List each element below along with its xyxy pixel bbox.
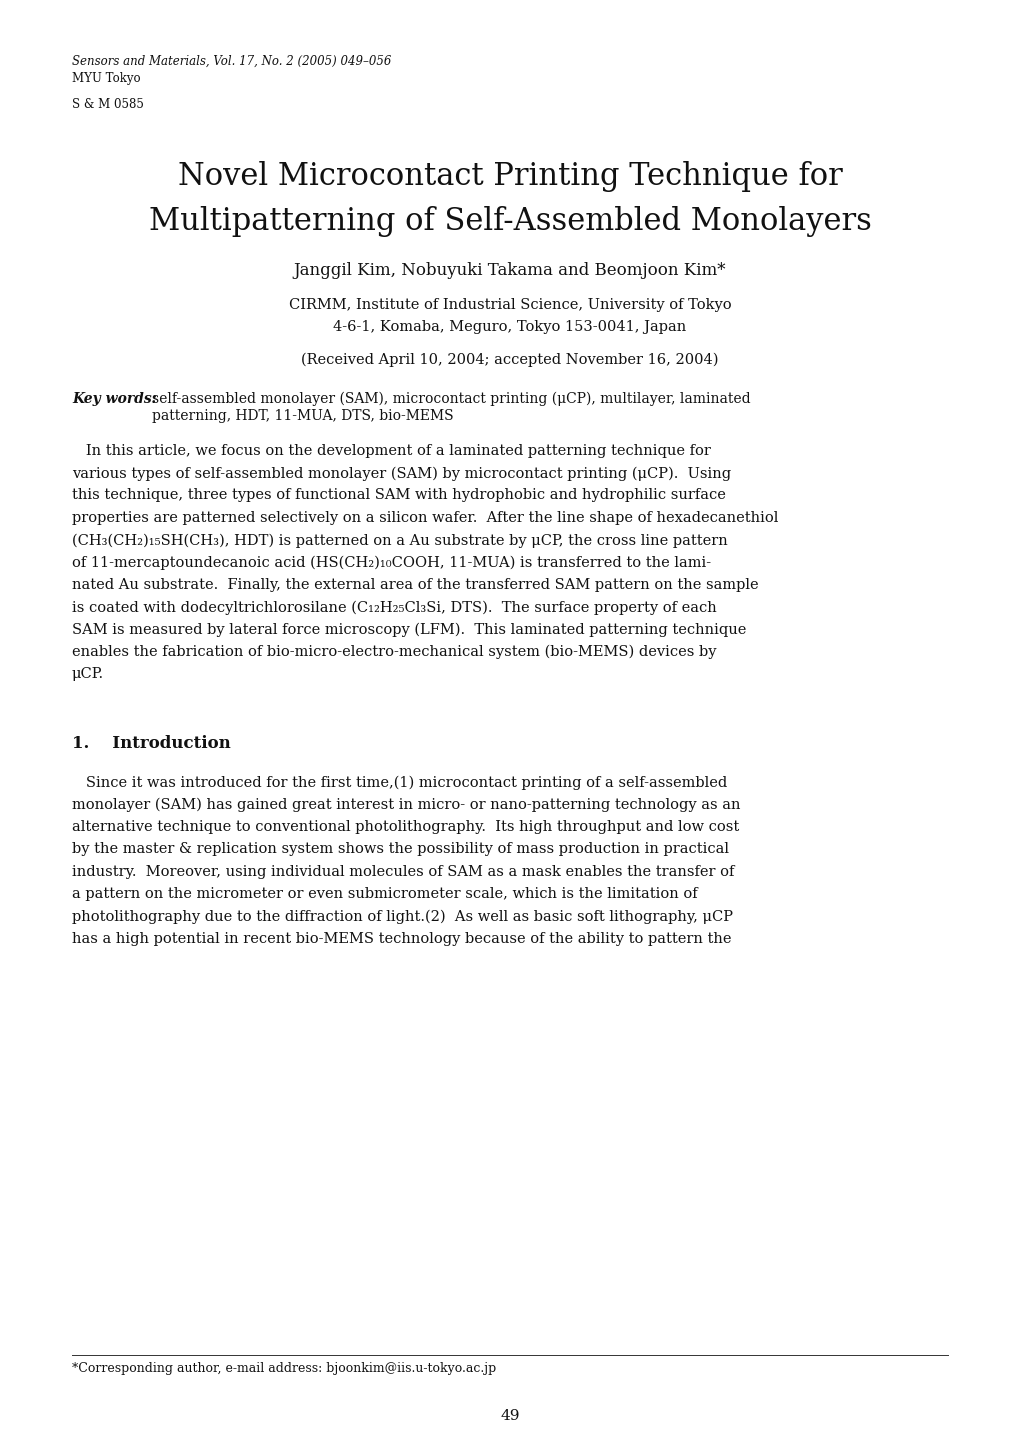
Text: In this article, we focus on the development of a laminated patterning technique: In this article, we focus on the develop… <box>72 444 710 458</box>
Text: is coated with dodecyltrichlorosilane (C₁₂H₂₅Cl₃Si, DTS).  The surface property : is coated with dodecyltrichlorosilane (C… <box>72 601 716 614</box>
Text: of 11-mercaptoundecanoic acid (HS(CH₂)₁₀COOH, 11-MUA) is transferred to the lami: of 11-mercaptoundecanoic acid (HS(CH₂)₁₀… <box>72 556 710 569</box>
Text: S & M 0585: S & M 0585 <box>72 98 144 111</box>
Text: properties are patterned selectively on a silicon wafer.  After the line shape o: properties are patterned selectively on … <box>72 512 777 525</box>
Text: μCP.: μCP. <box>72 667 104 682</box>
Text: Janggil Kim, Nobuyuki Takama and Beomjoon Kim*: Janggil Kim, Nobuyuki Takama and Beomjoo… <box>293 262 726 280</box>
Text: industry.  Moreover, using individual molecules of SAM as a mask enables the tra: industry. Moreover, using individual mol… <box>72 865 734 879</box>
Text: a pattern on the micrometer or even submicrometer scale, which is the limitation: a pattern on the micrometer or even subm… <box>72 886 697 901</box>
Text: 4-6-1, Komaba, Meguro, Tokyo 153-0041, Japan: 4-6-1, Komaba, Meguro, Tokyo 153-0041, J… <box>333 320 686 334</box>
Text: Multipatterning of Self-Assembled Monolayers: Multipatterning of Self-Assembled Monola… <box>149 206 870 238</box>
Text: has a high potential in recent bio-MEMS technology because of the ability to pat: has a high potential in recent bio-MEMS … <box>72 931 731 945</box>
Text: 1.    Introduction: 1. Introduction <box>72 735 230 752</box>
Text: (CH₃(CH₂)₁₅SH(CH₃), HDT) is patterned on a Au substrate by μCP, the cross line p: (CH₃(CH₂)₁₅SH(CH₃), HDT) is patterned on… <box>72 533 727 548</box>
Text: SAM is measured by lateral force microscopy (LFM).  This laminated patterning te: SAM is measured by lateral force microsc… <box>72 623 746 637</box>
Text: self-assembled monolayer (SAM), microcontact printing (μCP), multilayer, laminat: self-assembled monolayer (SAM), microcon… <box>152 392 749 422</box>
Text: this technique, three types of functional SAM with hydrophobic and hydrophilic s: this technique, three types of functiona… <box>72 488 726 503</box>
Text: (Received April 10, 2004; accepted November 16, 2004): (Received April 10, 2004; accepted Novem… <box>301 353 718 367</box>
Text: monolayer (SAM) has gained great interest in micro- or nano-patterning technolog: monolayer (SAM) has gained great interes… <box>72 798 740 811</box>
Text: Sensors and Materials, Vol. 17, No. 2 (2005) 049–056: Sensors and Materials, Vol. 17, No. 2 (2… <box>72 55 391 68</box>
Text: enables the fabrication of bio-micro-electro-mechanical system (bio-MEMS) device: enables the fabrication of bio-micro-ele… <box>72 646 715 659</box>
Text: Since it was introduced for the first time,(1) microcontact printing of a self-a: Since it was introduced for the first ti… <box>72 775 727 790</box>
Text: 49: 49 <box>499 1409 520 1424</box>
Text: Novel Microcontact Printing Technique for: Novel Microcontact Printing Technique fo… <box>177 161 842 193</box>
Text: by the master & replication system shows the possibility of mass production in p: by the master & replication system shows… <box>72 842 729 856</box>
Text: alternative technique to conventional photolithography.  Its high throughput and: alternative technique to conventional ph… <box>72 820 739 834</box>
Text: *Corresponding author, e-mail address: bjoonkim@iis.u-tokyo.ac.jp: *Corresponding author, e-mail address: b… <box>72 1362 496 1375</box>
Text: Key words:: Key words: <box>72 392 157 406</box>
Text: CIRMM, Institute of Industrial Science, University of Tokyo: CIRMM, Institute of Industrial Science, … <box>288 298 731 313</box>
Text: nated Au substrate.  Finally, the external area of the transferred SAM pattern o: nated Au substrate. Finally, the externa… <box>72 578 758 592</box>
Text: various types of self-assembled monolayer (SAM) by microcontact printing (μCP). : various types of self-assembled monolaye… <box>72 467 731 480</box>
Text: photolithography due to the diffraction of light.(2)  As well as basic soft lith: photolithography due to the diffraction … <box>72 909 733 924</box>
Text: MYU Tokyo: MYU Tokyo <box>72 72 141 85</box>
